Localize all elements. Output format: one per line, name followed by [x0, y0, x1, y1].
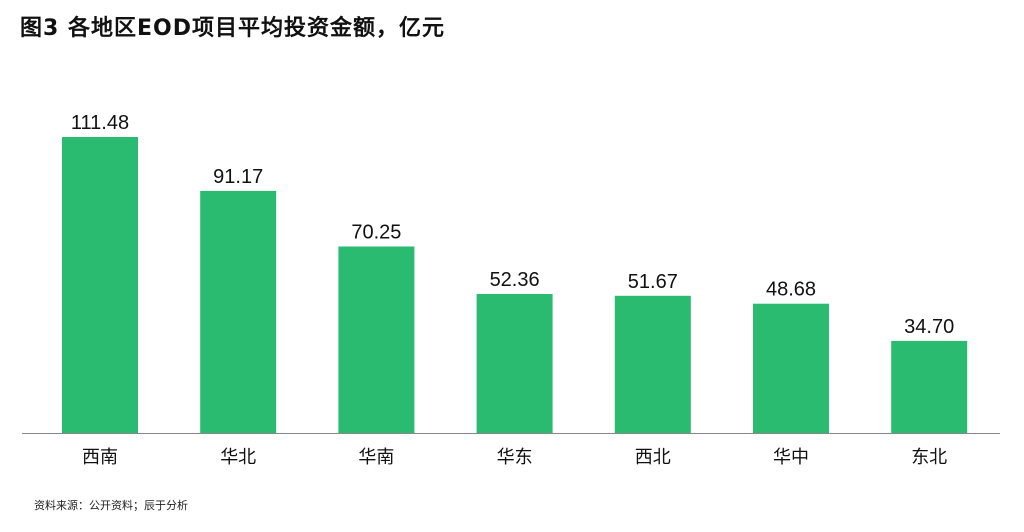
- bar-4: [476, 294, 553, 433]
- value-label-1: 111.48: [71, 112, 129, 134]
- value-label-7: 34.70: [904, 316, 954, 338]
- bar-7: [891, 340, 968, 433]
- bars-group: [62, 137, 968, 433]
- value-label-2: 91.17: [213, 166, 263, 188]
- bar-6: [753, 303, 829, 433]
- category-label-6: 华中: [773, 447, 809, 467]
- bar-2: [200, 190, 277, 433]
- value-label-4: 52.36: [490, 269, 540, 291]
- chart-title: 图3 各地区EOD项目平均投资金额，亿元: [20, 16, 445, 41]
- bar-1: [62, 137, 138, 433]
- category-label-3: 华南: [358, 447, 394, 467]
- category-labels-group: 西南 华北 华南 华东 西北 华中 东北: [82, 447, 947, 467]
- category-label-4: 华东: [497, 447, 533, 467]
- bar-5: [614, 295, 691, 433]
- value-label-3: 70.25: [351, 222, 401, 244]
- value-label-5: 51.67: [628, 271, 678, 293]
- category-label-7: 东北: [911, 447, 947, 467]
- bar-3: [338, 246, 415, 433]
- category-label-1: 西南: [82, 447, 118, 467]
- value-labels-group: 111.48 91.17 70.25 52.36 51.67 48.68 34.70: [71, 112, 954, 338]
- value-label-6: 48.68: [766, 279, 816, 301]
- category-label-5: 西北: [635, 447, 671, 467]
- source-note: 资料来源：公开资料；辰于分析: [34, 499, 188, 512]
- category-label-2: 华北: [220, 447, 256, 467]
